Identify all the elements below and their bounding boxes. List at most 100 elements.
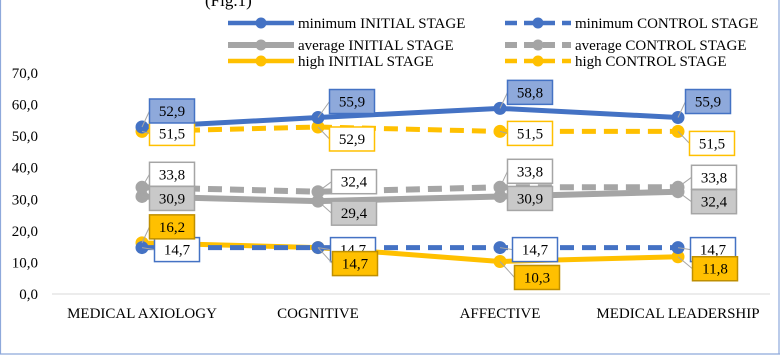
x-tick-label: MEDICAL LEADERSHIP [596,306,759,322]
data-label: 30,9 [159,191,185,207]
x-tick-label: AFFECTIVE [460,306,541,322]
legend-marker [532,55,544,67]
legend-label: high INITIAL STAGE [298,54,434,70]
data-label: 52,9 [339,132,365,148]
label-leader [141,247,155,251]
label-leader [141,130,150,134]
y-tick-label: 50,0 [12,129,38,145]
data-label: 14,7 [164,243,191,259]
label-leader [317,101,330,118]
y-tick-label: 20,0 [12,224,38,240]
data-point [135,120,149,134]
data-label: 51,5 [699,136,725,152]
legend-label: average INITIAL STAGE [298,38,454,54]
data-label-box [513,264,561,291]
data-label-box [506,158,554,185]
x-tick-label: COGNITIVE [277,306,359,322]
data-label-box [691,255,739,282]
label-leader [677,131,690,144]
legend-label: high CONTROL STAGE [575,54,727,70]
data-label: 33,8 [159,167,185,183]
label-leader [677,176,692,188]
data-label-box [690,188,738,215]
label-leader [677,247,691,251]
x-axis: MEDICAL AXIOLOGY COGNITIVE AFFECTIVE MEDICA… [52,293,770,322]
data-label: 30,9 [517,191,543,207]
label-leader [141,174,150,188]
label-leader [677,191,692,203]
legend-marker [255,39,267,51]
label-leader [499,261,515,278]
data-label-box [506,79,554,106]
data-label-box [506,120,554,147]
legend-marker [532,17,544,29]
legend-label: minimum CONTROL STAGE [575,16,758,32]
label-leader [317,181,332,193]
data-label: 14,7 [522,243,549,259]
data-label: 14,7 [342,257,369,273]
data-label: 58,8 [517,85,543,101]
data-label-box [330,200,378,226]
y-tick-label: 70,0 [12,66,38,82]
data-label-box [684,88,732,115]
data-label-box [328,88,376,115]
label-leader [499,171,508,188]
label-leader [499,247,513,251]
data-label-box [331,250,379,277]
legend-marker [255,17,267,29]
data-label: 51,5 [517,126,543,142]
legend-marker [255,55,267,67]
label-leader [499,195,508,199]
series-line-minimum-initial-stage [141,105,679,130]
data-label-box [688,130,736,157]
series-line-average-initial-stage [141,188,679,205]
label-leader [499,130,508,134]
series-line-average-control-stage [141,184,678,195]
y-axis: 0,0 10,0 20,0 30,0 40,0 50,0 60,0 70,0 [12,66,38,303]
data-label-box [511,236,559,263]
data-label: 52,9 [159,104,185,120]
data-label: 55,9 [339,95,365,111]
data-label: 55,9 [695,95,721,111]
data-label-box [148,98,196,124]
label-leader [677,101,686,118]
label-leader [141,195,150,199]
y-tick-label: 30,0 [12,192,38,208]
data-label-box [148,214,196,240]
legend-marker [532,39,544,51]
y-tick-label: 60,0 [12,98,38,114]
y-tick-label: 0,0 [19,287,38,303]
legend-label: minimum INITIAL STAGE [298,16,465,32]
y-tick-label: 40,0 [12,161,38,177]
data-label-box [506,185,554,212]
data-label-box [153,236,201,263]
data-label-box [148,185,196,212]
label-leader [499,92,508,109]
data-label: 29,4 [341,206,368,222]
data-label-box [330,168,378,195]
data-labels: 33,8 32,4 33,8 33,8 30,9 29,4 30,9 32,4 51,5 52,9… [141,79,739,291]
label-leader [317,247,333,264]
label-leader [141,110,150,128]
data-label-box [328,126,376,152]
data-label: 33,8 [701,170,727,186]
data-label: 32,4 [701,195,728,211]
data-label: 11,8 [702,262,728,278]
x-tick-label: MEDICAL AXIOLOGY [67,306,217,322]
data-label: 51,5 [159,126,185,142]
data-label: 14,7 [700,243,727,259]
label-leader [677,256,693,270]
chart-title-fragment: (Fig.1) [205,0,252,10]
data-label: 16,2 [159,220,185,236]
y-tick-label: 10,0 [12,255,38,271]
series-line-high-control-stage [141,124,678,134]
data-label: 33,8 [517,164,543,180]
data-label: 10,3 [524,270,550,286]
data-label: 32,4 [341,175,368,191]
label-leader [317,126,330,140]
legend: minimum INITIAL STAGE minimum CONTROL STA… [228,16,758,70]
series-lines [141,105,679,264]
